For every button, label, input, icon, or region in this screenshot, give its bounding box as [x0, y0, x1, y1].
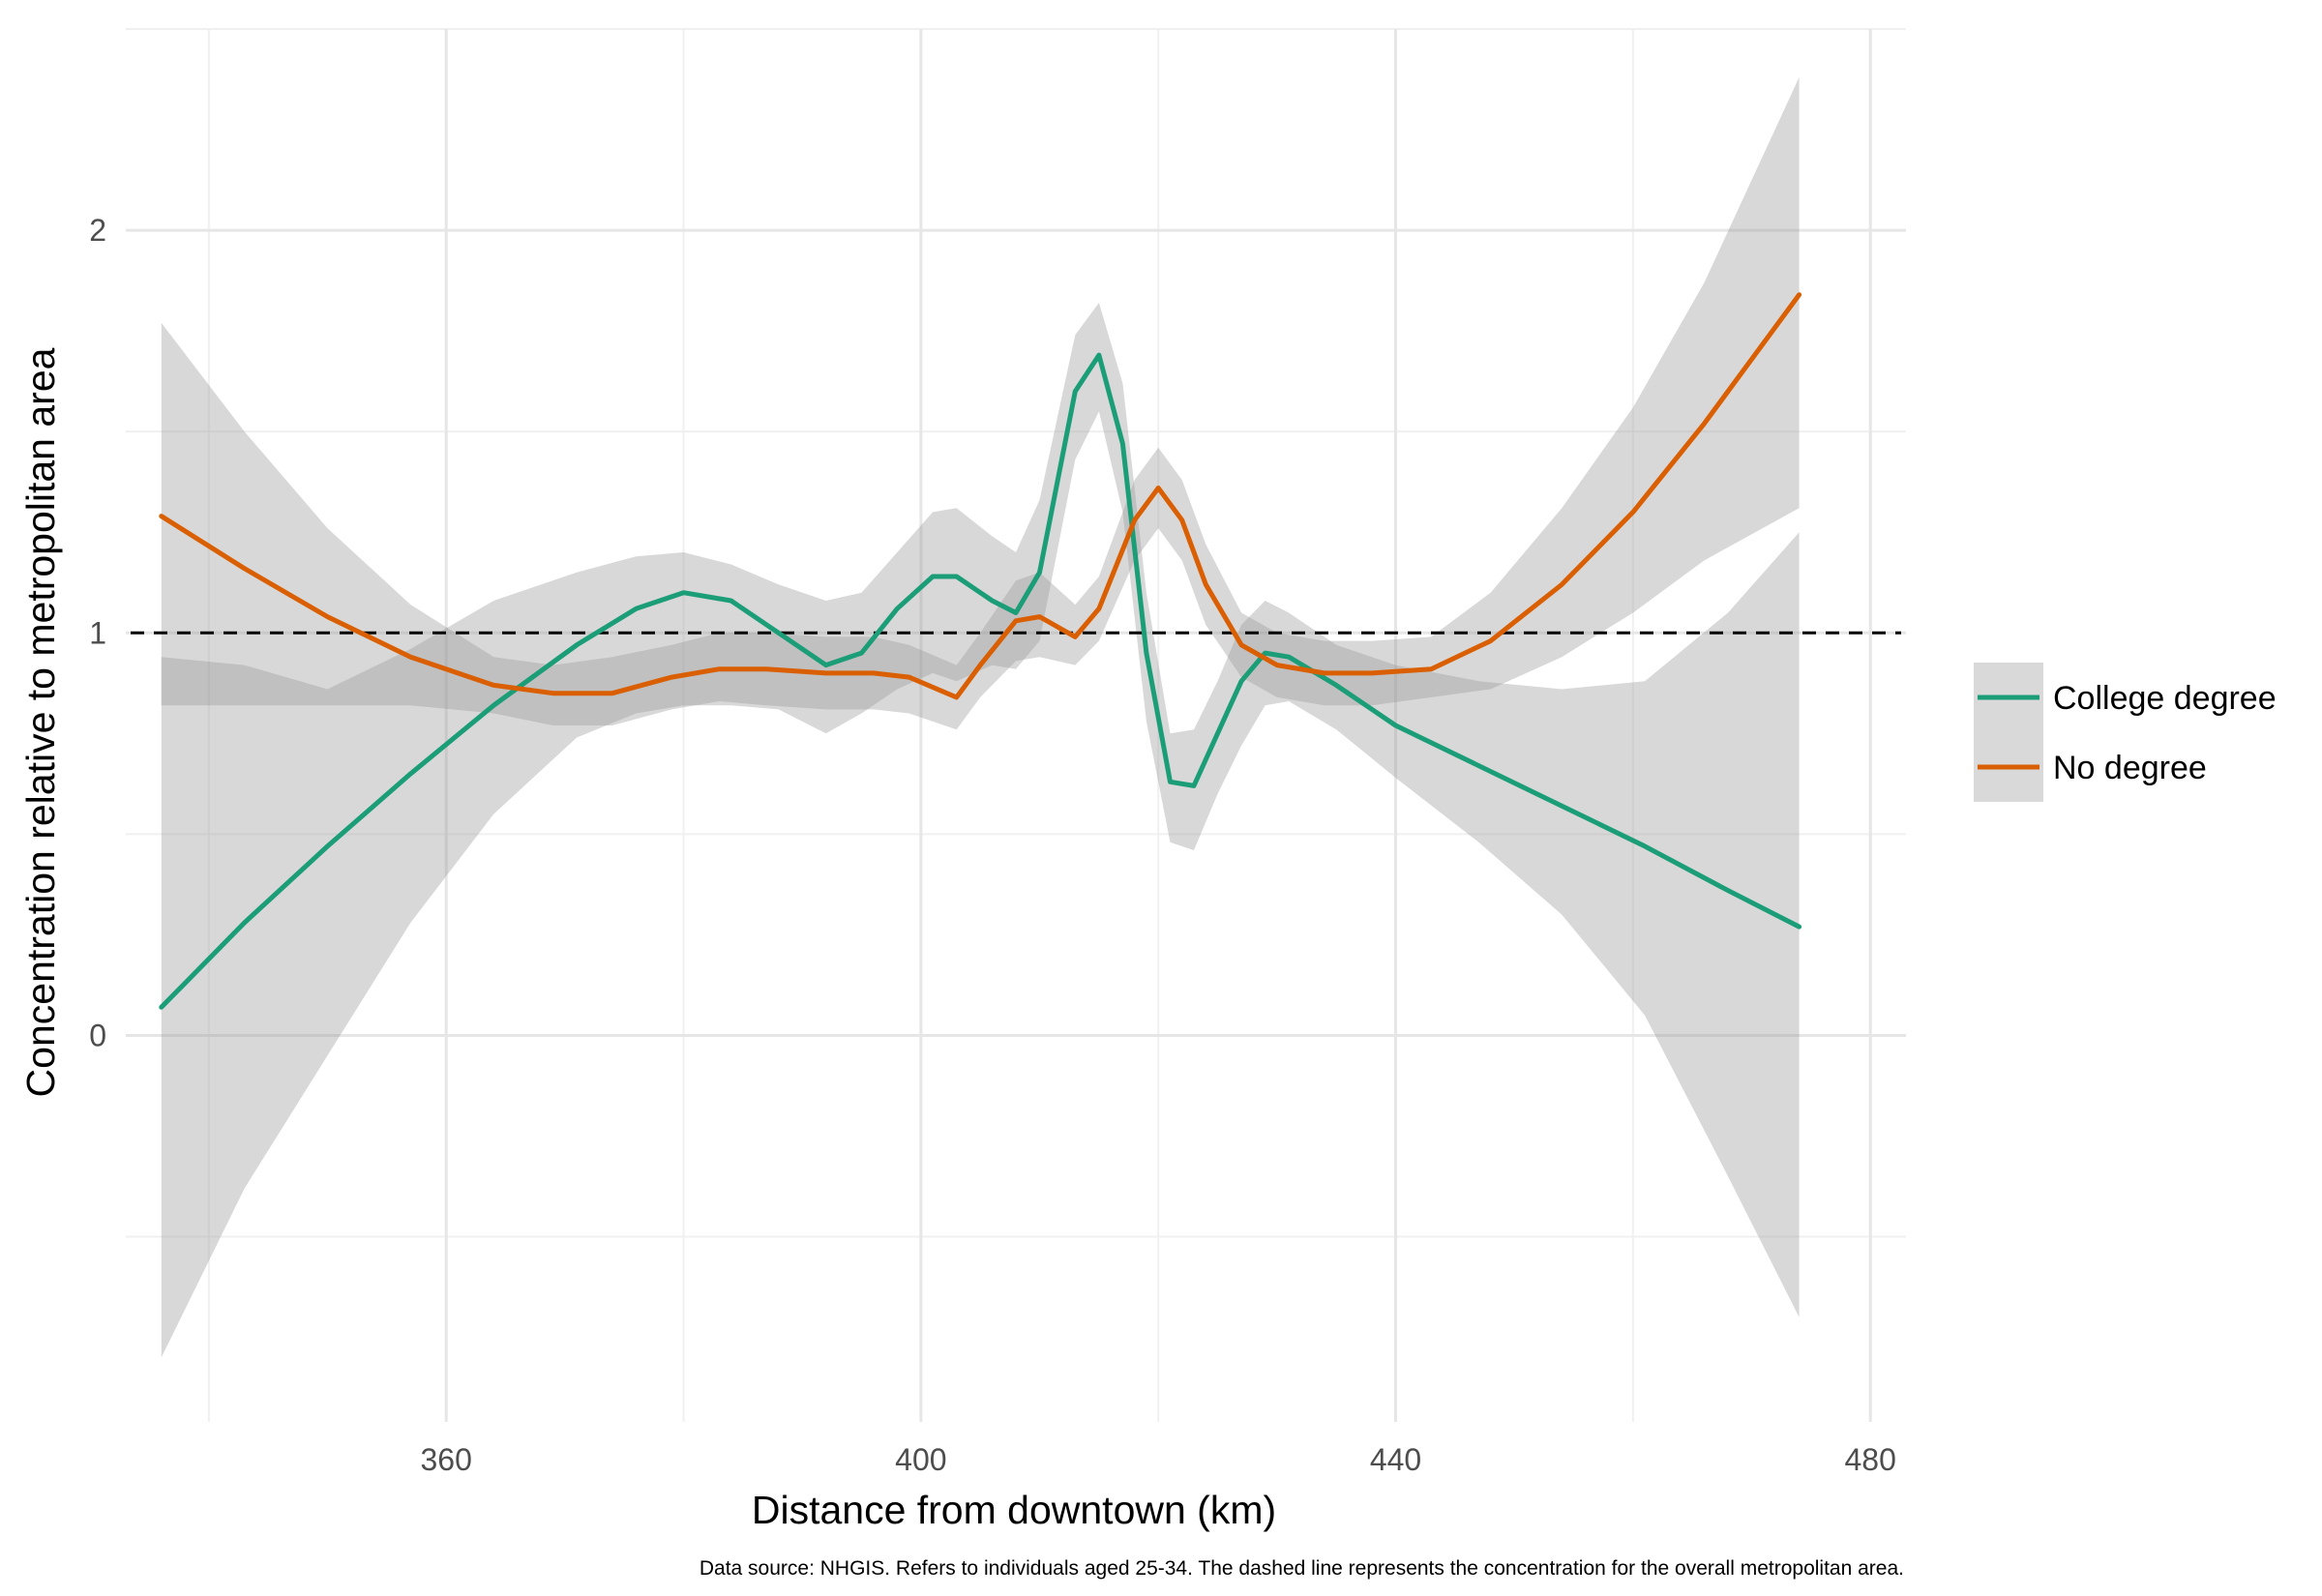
series-lines	[159, 292, 1802, 1010]
x-tick-label: 400	[895, 1442, 946, 1477]
y-tick-label: 1	[89, 615, 106, 650]
x-axis-title: Distance from downtown (km)	[752, 1488, 1276, 1532]
legend-label-college-degree: College degree	[2053, 680, 2277, 717]
tick-labels: 360 400 440 480 0 1 2	[89, 213, 1896, 1477]
caption: Data source: NHGIS. Refers to individual…	[700, 1557, 1904, 1580]
x-tick-label: 480	[1845, 1442, 1896, 1477]
confidence-ribbons	[161, 76, 1800, 1358]
series-line-1	[159, 292, 1802, 700]
y-tick-label: 2	[89, 213, 106, 248]
series-line-0	[159, 352, 1802, 1010]
legend-label-no-degree: No degree	[2053, 750, 2207, 786]
confidence-ribbon-1	[161, 76, 1800, 730]
legend: College degree No degree	[1974, 663, 2277, 802]
y-axis-title: Concentration relative to metropolitan a…	[18, 347, 63, 1097]
confidence-ribbon-0	[161, 303, 1800, 1358]
x-tick-label: 360	[421, 1442, 472, 1477]
x-tick-label: 440	[1370, 1442, 1421, 1477]
minor-gridlines	[126, 28, 1906, 1422]
y-tick-label: 0	[89, 1018, 106, 1052]
